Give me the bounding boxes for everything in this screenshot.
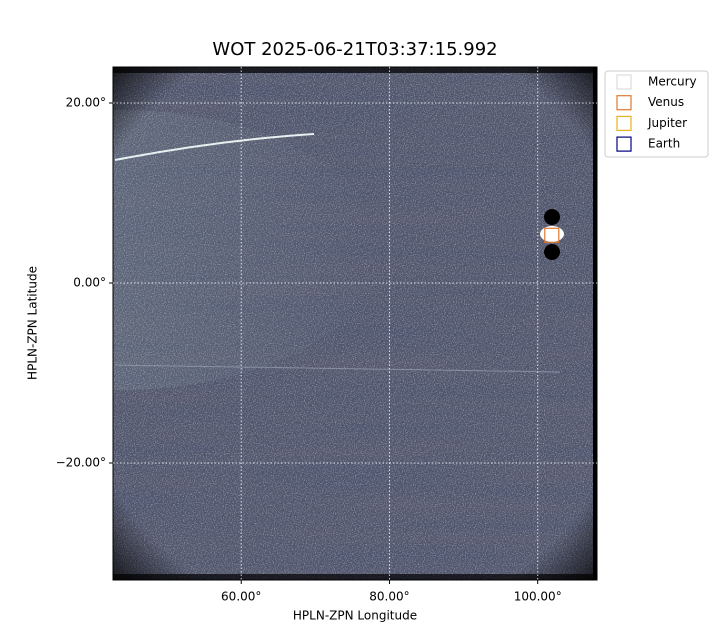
x-axis-label: HPLN-ZPN Longitude bbox=[293, 609, 417, 623]
x-tick-label: 60.00° bbox=[221, 590, 261, 604]
legend-label: Jupiter bbox=[647, 116, 687, 130]
legend-swatch bbox=[616, 115, 632, 132]
chart-title: WOT 2025-06-21T03:37:15.992 bbox=[212, 39, 497, 60]
plot-frame bbox=[112, 66, 598, 581]
legend-swatch bbox=[616, 74, 632, 90]
y-axis-label: HPLN-ZPN Latitude bbox=[26, 266, 40, 380]
y-tick-label: 20.00° bbox=[66, 96, 106, 110]
y-tick-label: 0.00° bbox=[73, 276, 106, 290]
x-tick-label: 100.00° bbox=[514, 590, 562, 604]
legend-label: Earth bbox=[648, 137, 680, 151]
legend-swatch bbox=[616, 136, 632, 152]
legend-swatch bbox=[616, 95, 632, 111]
x-tick-label: 80.00° bbox=[369, 590, 409, 604]
image bbox=[113, 67, 597, 580]
legend bbox=[604, 70, 709, 158]
legend-label: Venus bbox=[648, 95, 684, 109]
y-tick-label: −20.00° bbox=[56, 456, 106, 470]
legend-label: Mercury bbox=[648, 75, 697, 89]
body-marker bbox=[544, 227, 560, 243]
